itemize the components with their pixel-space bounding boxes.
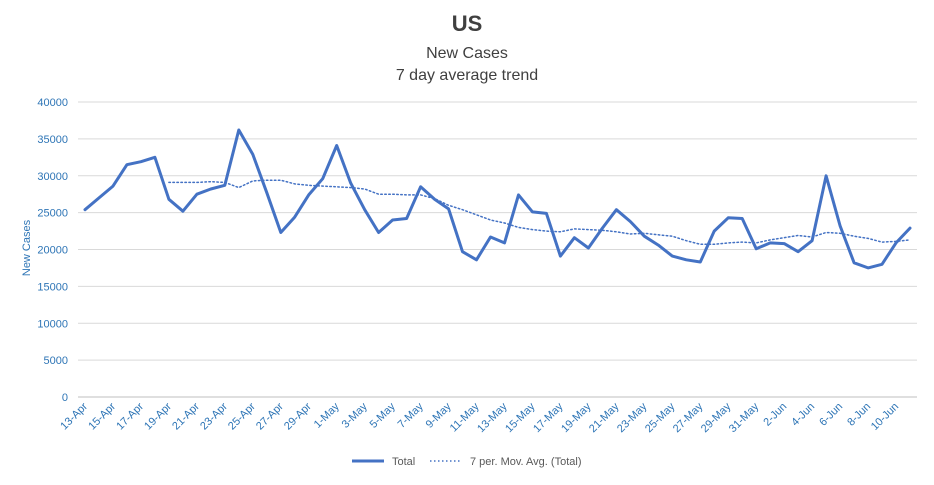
x-tick-label: 23-May xyxy=(615,400,650,435)
x-axis-ticks: 13-Apr15-Apr17-Apr19-Apr21-Apr23-Apr25-A… xyxy=(58,400,901,435)
y-tick-label: 10000 xyxy=(37,318,68,330)
y-tick-label: 20000 xyxy=(37,245,68,257)
y-tick-label: 30000 xyxy=(37,171,68,183)
x-tick-label: 4-Jun xyxy=(789,401,817,429)
x-tick-label: 17-Apr xyxy=(114,400,146,432)
x-tick-label: 29-May xyxy=(699,400,734,435)
x-tick-label: 27-May xyxy=(671,400,706,435)
x-tick-label: 21-Apr xyxy=(170,400,202,432)
y-axis-ticks: 0 5000 10000 15000 20000 25000 30000 35000 40000 xyxy=(37,97,68,404)
y-tick-label: 40000 xyxy=(37,97,68,109)
x-tick-label: 31-May xyxy=(727,400,762,435)
x-tick-label: 25-May xyxy=(643,400,678,435)
x-tick-label: 17-May xyxy=(531,400,566,435)
x-tick-label: 6-Jun xyxy=(817,401,845,429)
y-tick-label: 5000 xyxy=(44,355,68,367)
x-tick-label: 10-Jun xyxy=(869,401,901,433)
x-tick-label: 3-May xyxy=(340,400,370,430)
x-tick-label: 27-Apr xyxy=(254,400,286,432)
x-tick-label: 13-May xyxy=(475,400,510,435)
legend-label: Total xyxy=(392,456,415,468)
x-tick-label: 23-Apr xyxy=(198,400,230,432)
y-tick-label: 0 xyxy=(62,392,68,404)
x-tick-label: 19-May xyxy=(559,400,594,435)
x-tick-label: 15-Apr xyxy=(86,400,118,432)
chart-title: US xyxy=(452,11,483,36)
x-tick-label: 5-May xyxy=(368,400,398,430)
x-tick-label: 13-Apr xyxy=(58,400,90,432)
chart-subtitle-line-1: New Cases xyxy=(426,45,508,62)
x-tick-label: 15-May xyxy=(503,400,538,435)
gridlines xyxy=(78,102,917,397)
legend-label: 7 per. Mov. Avg. (Total) xyxy=(470,456,581,468)
legend: Total 7 per. Mov. Avg. (Total) xyxy=(352,456,581,468)
x-tick-label: 1-May xyxy=(312,400,342,430)
series-layer xyxy=(85,130,910,268)
x-tick-label: 21-May xyxy=(587,400,622,435)
x-tick-label: 7-May xyxy=(396,400,426,430)
series-line-total xyxy=(85,130,910,268)
x-tick-label: 2-Jun xyxy=(761,401,789,429)
x-tick-label: 29-Apr xyxy=(282,400,314,432)
y-tick-label: 15000 xyxy=(37,281,68,293)
y-tick-label: 35000 xyxy=(37,134,68,146)
y-axis-label: New Cases xyxy=(21,219,33,276)
x-tick-label: 19-Apr xyxy=(142,400,174,432)
y-tick-label: 25000 xyxy=(37,208,68,220)
x-tick-label: 25-Apr xyxy=(226,400,258,432)
chart-subtitle-line-2: 7 day average trend xyxy=(396,67,538,84)
